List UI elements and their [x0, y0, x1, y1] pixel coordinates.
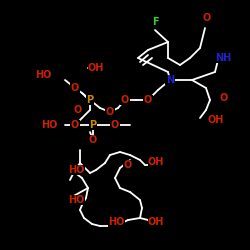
- Text: P: P: [90, 120, 96, 130]
- Text: HO: HO: [36, 70, 52, 80]
- Text: N: N: [166, 75, 174, 85]
- Text: F: F: [152, 17, 158, 27]
- Text: OH: OH: [208, 115, 224, 125]
- Text: HO: HO: [40, 120, 57, 130]
- Text: O: O: [121, 95, 129, 105]
- Text: O: O: [144, 95, 152, 105]
- Text: O: O: [203, 13, 211, 23]
- Text: HO: HO: [68, 195, 84, 205]
- Text: O: O: [74, 105, 82, 115]
- Text: O: O: [220, 93, 228, 103]
- Text: OH: OH: [148, 157, 164, 167]
- Text: OH: OH: [148, 217, 164, 227]
- Text: O: O: [71, 120, 79, 130]
- Text: O: O: [89, 135, 97, 145]
- Text: O: O: [106, 107, 114, 117]
- Text: NH: NH: [215, 53, 231, 63]
- Text: HO: HO: [108, 217, 124, 227]
- Text: O: O: [71, 83, 79, 93]
- Text: P: P: [86, 95, 94, 105]
- Text: O: O: [124, 160, 132, 170]
- Text: OH: OH: [88, 63, 104, 73]
- Text: HO: HO: [68, 165, 84, 175]
- Text: O: O: [111, 120, 119, 130]
